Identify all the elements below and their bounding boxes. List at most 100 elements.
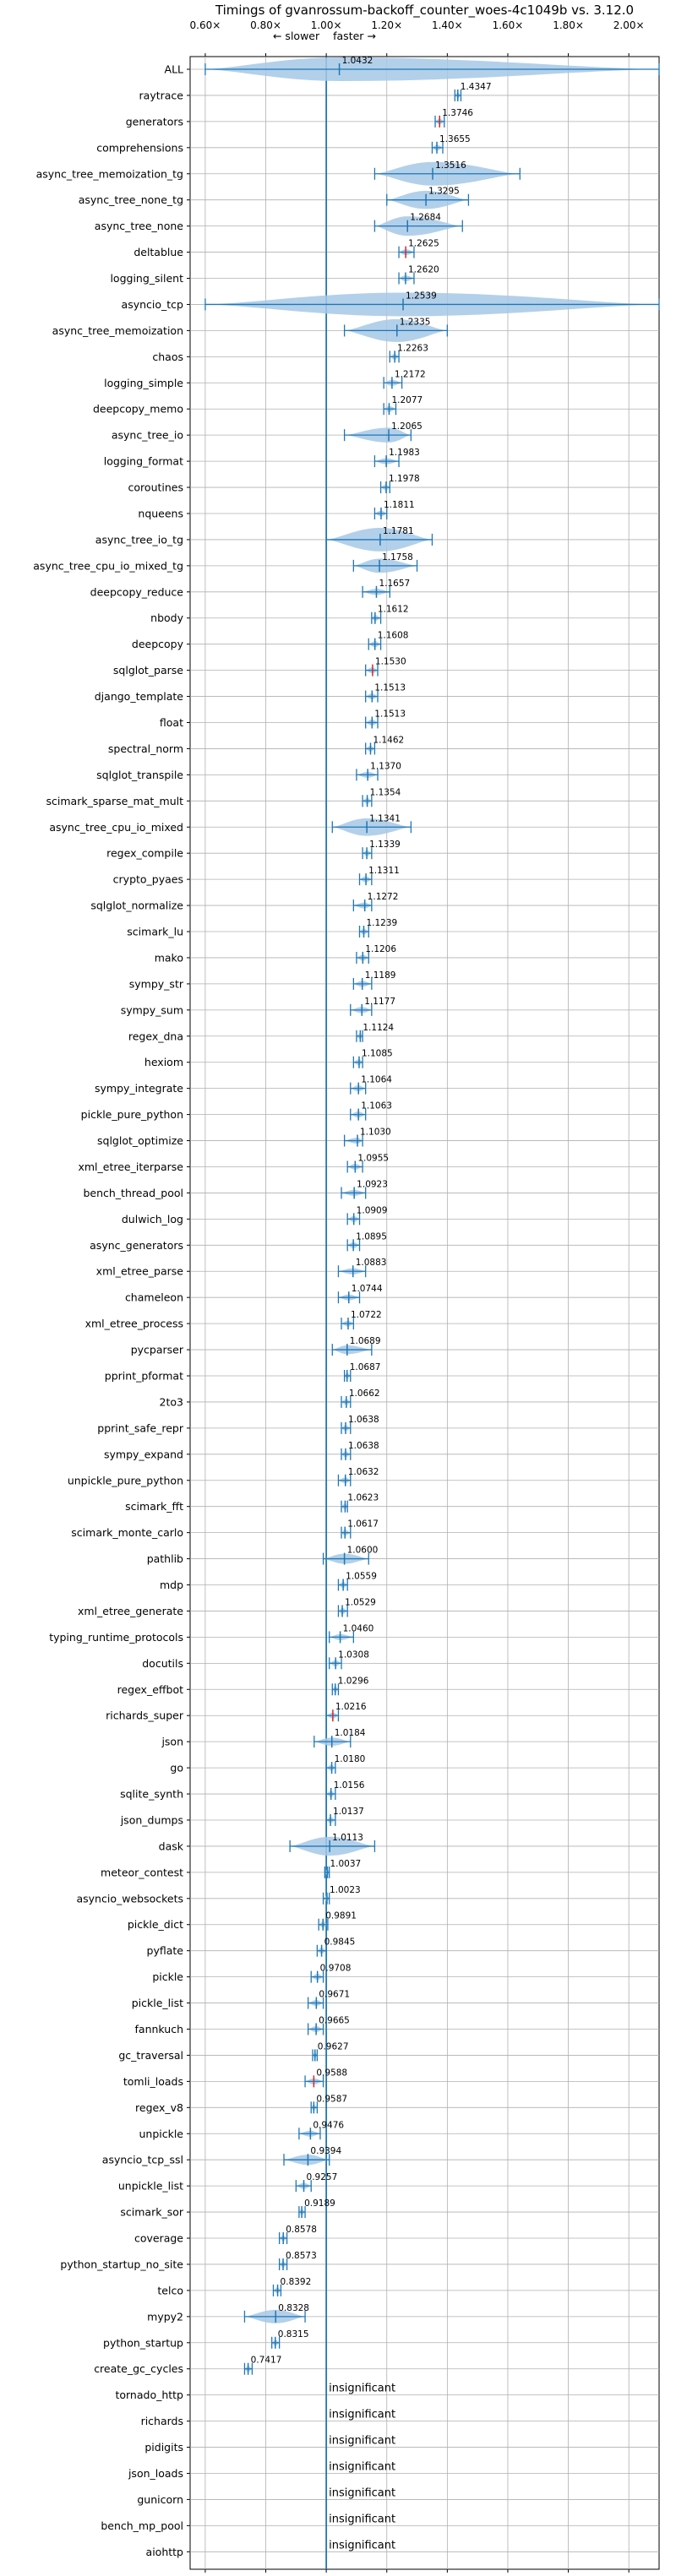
benchmark-label: float xyxy=(160,716,183,729)
value-label: 1.3295 xyxy=(428,187,460,197)
value-label: 1.1608 xyxy=(378,631,409,641)
benchmark-label: json xyxy=(161,1736,183,1748)
benchmark-label: regex_compile xyxy=(106,847,183,860)
value-label: 0.9587 xyxy=(316,2094,347,2104)
x-tick-label-top: 1.20× xyxy=(371,19,402,31)
benchmark-label: unpickle_list xyxy=(118,2180,183,2193)
benchmark-label: aiohttp xyxy=(146,2546,184,2558)
benchmark-label: regex_effbot xyxy=(117,1683,183,1696)
value-label: 0.9588 xyxy=(316,2068,347,2078)
value-label: 1.1462 xyxy=(373,735,404,745)
value-label: 1.2625 xyxy=(408,239,439,249)
value-label: 1.0923 xyxy=(357,1179,388,1189)
value-label: 1.1063 xyxy=(361,1101,392,1111)
benchmark-label: xml_etree_parse xyxy=(96,1265,184,1278)
benchmark-label: scimark_sparse_mat_mult xyxy=(46,795,184,807)
value-label: 1.3746 xyxy=(442,108,473,118)
value-label: 1.2335 xyxy=(400,317,431,327)
value-label: 1.1612 xyxy=(378,605,409,615)
benchmark-label: deltablue xyxy=(134,246,183,258)
value-label: 1.4347 xyxy=(461,82,492,92)
benchmark-label: regex_dna xyxy=(128,1030,183,1042)
benchmark-label: pprint_pformat xyxy=(105,1370,183,1383)
value-label: 1.2065 xyxy=(391,421,422,432)
benchmark-label: dask xyxy=(159,1840,184,1852)
value-label: 1.1370 xyxy=(370,761,401,771)
benchmark-label: pickle_dict xyxy=(128,1918,183,1931)
benchmark-label: bench_mp_pool xyxy=(101,2519,183,2532)
value-label: 1.0296 xyxy=(338,1676,369,1686)
value-label: 1.0632 xyxy=(348,1467,379,1477)
value-label: 1.0137 xyxy=(333,1807,364,1817)
benchmark-label: dulwich_log xyxy=(122,1213,183,1226)
value-label: 1.1177 xyxy=(364,997,395,1007)
benchmark-label: pprint_safe_repr xyxy=(97,1421,184,1434)
benchmark-label: json_loads xyxy=(128,2467,183,2480)
value-label: 0.8392 xyxy=(281,2277,312,2287)
benchmark-label: tornado_http xyxy=(115,2389,183,2401)
value-label: 1.1239 xyxy=(366,918,397,928)
benchmark-label: crypto_pyaes xyxy=(113,873,183,886)
insignificant-label: insignificant xyxy=(329,2460,395,2473)
benchmark-label: sympy_str xyxy=(129,977,184,990)
value-label: 1.0883 xyxy=(356,1258,387,1268)
value-label: 1.1513 xyxy=(374,683,406,693)
benchmark-label: generators xyxy=(126,115,183,128)
plot-frame xyxy=(189,56,660,2570)
benchmark-label: richards xyxy=(141,2415,183,2427)
benchmark-label: go xyxy=(170,1762,183,1774)
value-label: 1.0687 xyxy=(350,1362,381,1372)
value-label: 0.9394 xyxy=(310,2146,341,2156)
value-label: 1.1530 xyxy=(375,657,406,667)
benchmark-label: coroutines xyxy=(128,481,183,494)
benchmark-label: async_tree_io xyxy=(112,429,183,442)
value-label: 1.1085 xyxy=(362,1049,393,1059)
x-tick-label-top: 1.40× xyxy=(432,19,463,31)
benchmark-label: pickle_list xyxy=(132,1997,183,2009)
value-label: 1.2684 xyxy=(410,213,441,223)
benchmark-label: sympy_sum xyxy=(121,1003,183,1016)
benchmark-label: logging_simple xyxy=(104,377,183,389)
value-label: 1.1189 xyxy=(365,970,396,981)
benchmark-label: raytrace xyxy=(139,89,184,101)
value-label: 0.9257 xyxy=(307,2172,338,2182)
value-label: 1.1272 xyxy=(368,892,399,902)
benchmark-label: sqlglot_transpile xyxy=(96,769,183,781)
insignificant-label: insignificant xyxy=(329,2409,395,2421)
benchmark-label: pathlib xyxy=(147,1552,183,1565)
benchmark-label: docutils xyxy=(142,1657,183,1670)
benchmark-label: nbody xyxy=(150,611,183,624)
benchmark-label: typing_runtime_protocols xyxy=(49,1631,183,1644)
value-label: 1.0432 xyxy=(342,56,373,66)
value-label: 1.0156 xyxy=(334,1780,365,1791)
value-label: 1.2263 xyxy=(397,343,428,353)
value-label: 1.0023 xyxy=(330,1885,361,1895)
benchmark-label: sqlglot_parse xyxy=(113,664,183,677)
benchmark-label: asyncio_tcp xyxy=(122,298,184,311)
value-label: 1.0955 xyxy=(357,1153,389,1163)
benchmark-label: logging_format xyxy=(104,455,183,468)
benchmark-label: async_tree_memoization_tg xyxy=(36,167,183,180)
value-label: 1.0308 xyxy=(338,1649,369,1660)
value-label: 1.0744 xyxy=(352,1284,383,1294)
benchmark-label: gunicorn xyxy=(137,2493,183,2506)
value-label: 1.2077 xyxy=(391,395,422,405)
benchmark-label: nqueens xyxy=(138,507,183,519)
value-label: 1.1030 xyxy=(360,1128,391,1138)
benchmark-label: python_startup xyxy=(103,2336,183,2349)
value-label: 1.1311 xyxy=(368,866,400,876)
benchmark-label: xml_etree_process xyxy=(85,1318,183,1330)
benchmark-label: meteor_contest xyxy=(101,1866,183,1878)
value-label: 1.1983 xyxy=(389,448,420,458)
benchmark-label: async_tree_io_tg xyxy=(95,533,183,546)
benchmark-label: gc_traversal xyxy=(118,2049,183,2062)
benchmark-label: deepcopy xyxy=(132,638,184,650)
benchmark-label: async_tree_none_tg xyxy=(79,193,183,206)
benchmark-label: python_startup_no_site xyxy=(60,2258,183,2270)
benchmark-label: scimark_monte_carlo xyxy=(71,1526,183,1539)
insignificant-label: insignificant xyxy=(329,2383,395,2395)
benchmark-label: pickle xyxy=(152,1970,183,1983)
x-tick-label-top: 1.00× xyxy=(311,19,342,31)
